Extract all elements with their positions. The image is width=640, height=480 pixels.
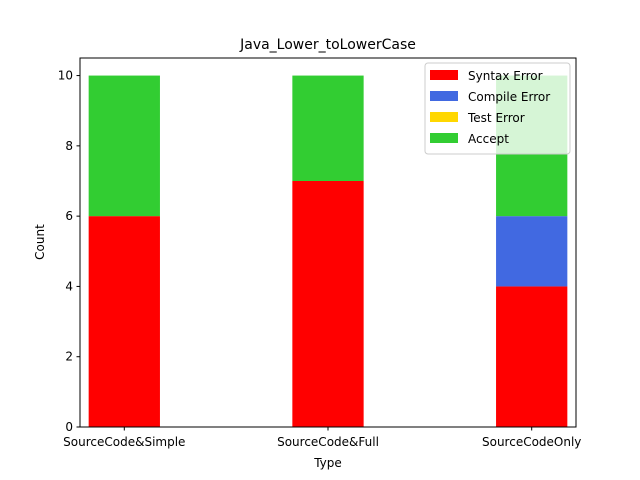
- bar-1-series-0: [292, 181, 364, 427]
- legend-swatch-0: [430, 70, 458, 80]
- x-tick-label-1: SourceCode&Full: [277, 435, 379, 449]
- legend-swatch-3: [430, 133, 458, 143]
- x-tick-label-2: SourceCodeOnly: [482, 435, 581, 449]
- y-tick-label-1: 2: [65, 350, 73, 364]
- bars: [88, 75, 568, 427]
- legend-swatch-1: [430, 91, 458, 101]
- legend-label-3: Accept: [468, 132, 509, 146]
- legend-label-1: Compile Error: [468, 90, 550, 104]
- bar-2-series-0: [496, 286, 568, 427]
- bar-0-series-0: [88, 216, 160, 427]
- y-tick-label-0: 0: [65, 420, 73, 434]
- y-tick-label-4: 8: [65, 139, 73, 153]
- y-tick-label-2: 4: [65, 279, 73, 293]
- y-axis-label: Count: [33, 224, 47, 260]
- bar-2-series-1: [496, 216, 568, 287]
- x-tick-label-0: SourceCode&Simple: [63, 435, 185, 449]
- bar-0-series-3: [88, 75, 160, 217]
- legend-swatch-2: [430, 112, 458, 122]
- y-tick-label-3: 6: [65, 209, 73, 223]
- chart-title: Java_Lower_toLowerCase: [239, 37, 416, 53]
- legend: Syntax Error Compile Error Test Error Accep…: [424, 62, 571, 155]
- x-axis-label: Type: [313, 456, 342, 470]
- bar-1-series-3: [292, 75, 364, 181]
- axes: 0 2 4 6 8 10 SourceCode&Simple SourceCode&Full S…: [58, 57, 581, 449]
- legend-label-2: Test Error: [467, 111, 525, 125]
- legend-label-0: Syntax Error: [468, 69, 543, 83]
- y-tick-label-5: 10: [58, 69, 73, 83]
- legend-box: [424, 62, 571, 155]
